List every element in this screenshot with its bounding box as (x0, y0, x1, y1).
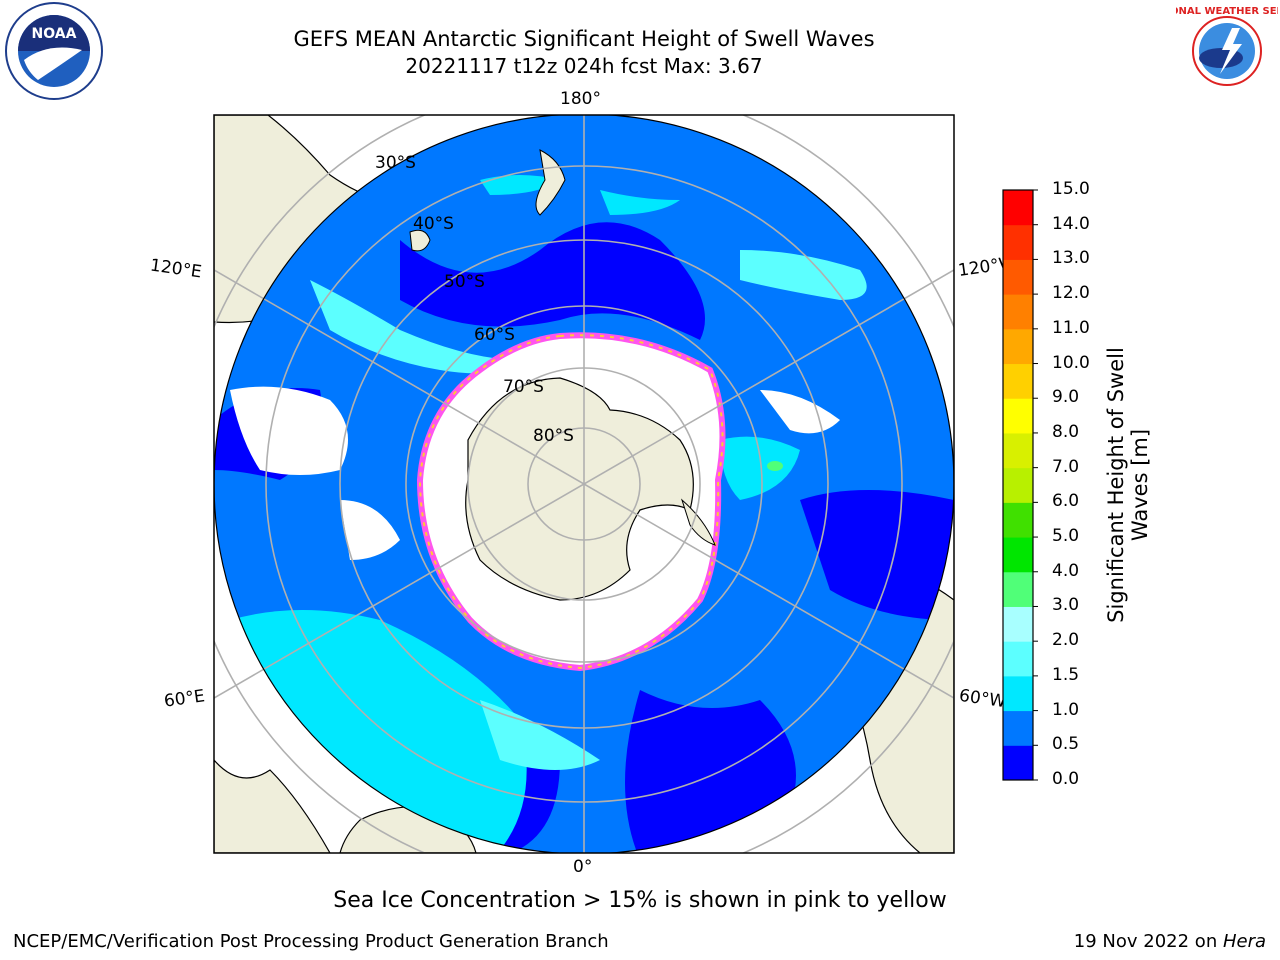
chart-subtitle: 20221117 t12z 024h fcst Max: 3.67 (405, 54, 763, 78)
colorbar-swatch (1003, 363, 1033, 399)
colorbar-swatch (1003, 537, 1033, 573)
noaa-logo: NOAA (5, 2, 103, 100)
sea-ice-patch (340, 500, 400, 560)
host-name: Hera (1222, 931, 1266, 952)
swell-band-low (800, 490, 954, 620)
swell-band-mid (480, 700, 600, 770)
map-frame (213, 114, 955, 854)
colorbar-tick-label: 15.0 (1052, 179, 1090, 199)
colorbar-swatch (1003, 432, 1033, 469)
meridian-60e-120w (214, 269, 954, 699)
swell-band-mid (480, 175, 560, 195)
colorbar-swatch (1003, 398, 1033, 434)
colorbar-swatch (1003, 224, 1033, 260)
colorbar-swatch (1003, 328, 1033, 365)
nws-logo-text: NATIONAL WEATHER SERVICE (1176, 6, 1278, 17)
lat-label-70s: 70°S (503, 377, 544, 397)
sea-ice-edge (418, 334, 724, 670)
colorbar-tick-label: 9.0 (1052, 387, 1080, 408)
tasmania-landmass (409, 229, 431, 252)
colorbar-tick-label: 8.0 (1052, 421, 1080, 442)
colorbar (1002, 189, 1038, 781)
colorbar-swatch (1003, 259, 1033, 295)
colorbar-label: Significant Height of Swell Waves [m] (1104, 347, 1152, 623)
southern-africa-landmass (214, 759, 331, 853)
colorbar-tick-label: 2.0 (1052, 630, 1080, 651)
swell-max-spot (767, 461, 783, 471)
graticule (214, 115, 954, 853)
lat-label-30s: 30°S (375, 153, 416, 173)
swell-band-mid (720, 436, 800, 500)
colorbar-swatch (1003, 641, 1033, 677)
nws-logo: NATIONAL WEATHER SERVICE (1176, 4, 1278, 98)
sea-ice-note: Sea Ice Concentration > 15% is shown in … (333, 888, 947, 913)
colorbar-tick-label: 1.5 (1052, 664, 1080, 685)
swell-band-mid (600, 190, 680, 215)
lon-label-bottom: 0° (573, 857, 593, 877)
lat-label-40s: 40°S (413, 214, 454, 234)
noaa-logo-text: NOAA (32, 26, 77, 42)
lat-label-60s: 60°S (474, 325, 515, 345)
chart-title: GEFS MEAN Antarctic Significant Height o… (293, 27, 875, 51)
antarctic-peninsula (680, 498, 716, 546)
colorbar-swatch (1003, 606, 1033, 642)
lat-label-50s: 50°S (444, 272, 485, 292)
new-zealand-landmass (535, 149, 566, 216)
colorbar-tick-label: 0.5 (1052, 734, 1080, 755)
lon-label-top: 180° (560, 89, 601, 109)
swell-band-low (400, 222, 705, 340)
colorbar-swatch (1003, 502, 1033, 538)
colorbar-tick-label: 10.0 (1052, 352, 1090, 373)
colorbar-tick-label: 14.0 (1052, 213, 1090, 234)
colorbar-tick-label: 12.0 (1052, 283, 1090, 304)
colorbar-border (1002, 189, 1034, 781)
colorbar-tick-label: 1.0 (1052, 699, 1080, 720)
colorbar-tick-label: 5.0 (1052, 526, 1080, 547)
sea-ice-patch (230, 386, 348, 475)
colorbar-tick-label: 6.0 (1052, 491, 1080, 512)
colorbar-swatch (1003, 571, 1033, 607)
colorbar-tick-label: 0.0 (1052, 769, 1080, 789)
colorbar-swatch (1003, 467, 1033, 503)
antarctica-landmass (465, 377, 694, 601)
colorbar-swatch (1003, 745, 1033, 781)
colorbar-swatch (1003, 710, 1033, 746)
colorbar-swatch (1003, 675, 1033, 712)
date-line: 19 Nov 2022 on Hera (1074, 931, 1266, 952)
colorbar-tick-label: 4.0 (1052, 560, 1080, 581)
colorbar-tick-label: 13.0 (1052, 248, 1090, 269)
colorbar-swatch (1003, 294, 1033, 330)
lat-label-80s: 80°S (533, 426, 574, 446)
colorbar-swatch (1003, 190, 1033, 226)
date-text: 19 Nov 2022 on (1073, 931, 1223, 952)
credit-line: NCEP/EMC/Verification Post Processing Pr… (13, 931, 609, 952)
colorbar-tick-label: 3.0 (1052, 595, 1080, 616)
colorbar-tick-label: 11.0 (1052, 317, 1090, 338)
colorbar-tick-label: 7.0 (1052, 456, 1080, 477)
